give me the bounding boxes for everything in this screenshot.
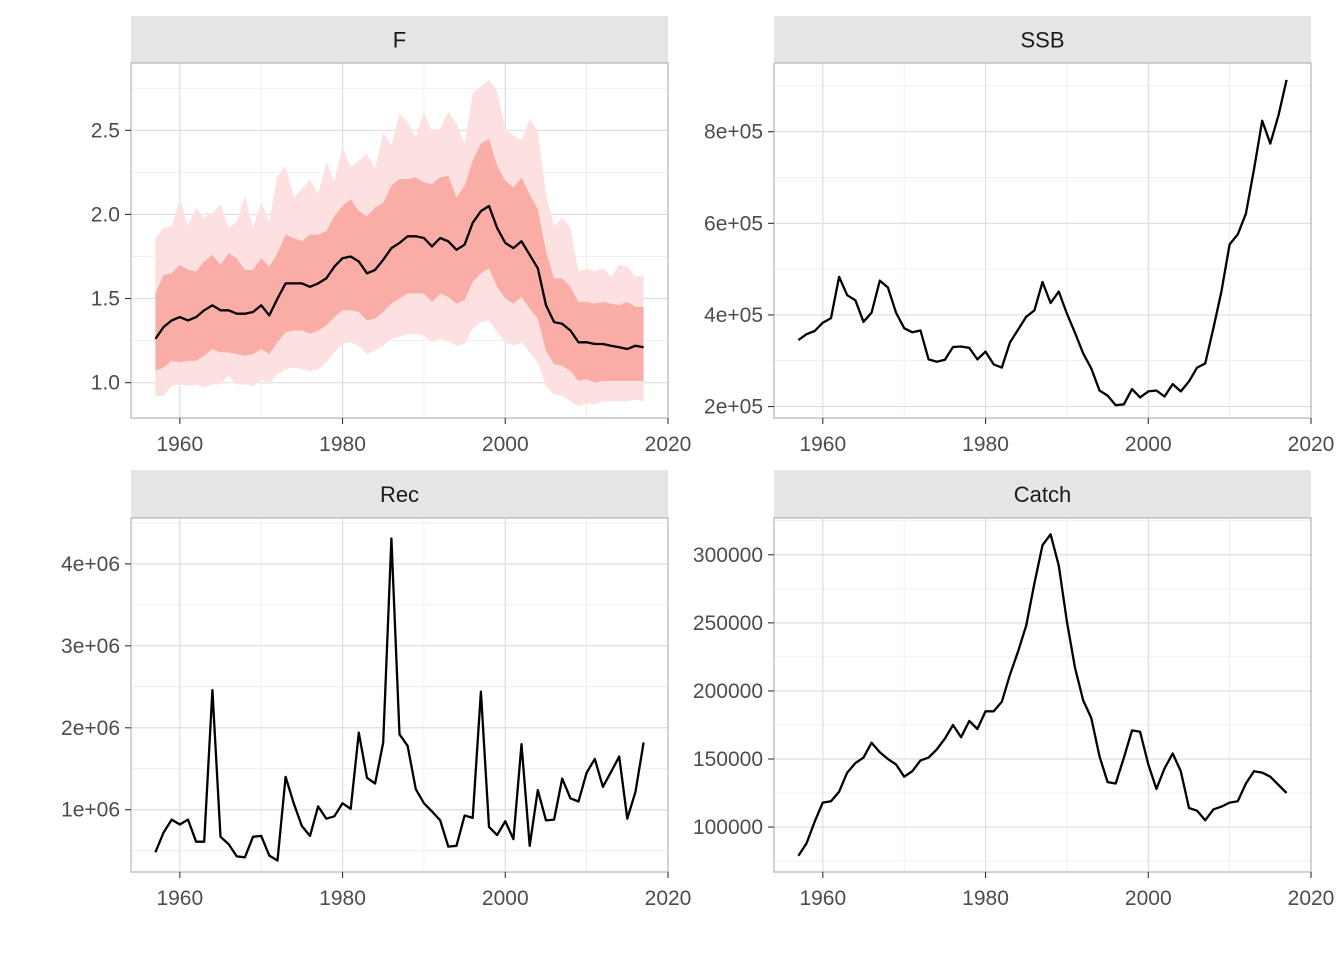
strip-catch bbox=[774, 470, 1311, 518]
strip-label-ssb: SSB bbox=[1020, 28, 1064, 53]
x-tick-label-catch: 2000 bbox=[1125, 887, 1172, 910]
y-tick-label-ssb: 6e+05 bbox=[704, 212, 763, 235]
y-tick-label-catch: 250000 bbox=[693, 612, 763, 635]
x-tick-label-catch: 1980 bbox=[962, 887, 1009, 910]
x-tick-label-f: 2000 bbox=[482, 433, 529, 456]
x-tick-label-ssb: 2020 bbox=[1288, 433, 1335, 456]
strip-f bbox=[131, 16, 668, 63]
y-tick-label-f: 2.0 bbox=[91, 203, 120, 226]
y-tick-label-f: 2.5 bbox=[91, 119, 120, 142]
x-tick-label-catch: 1960 bbox=[799, 887, 846, 910]
strip-rec bbox=[131, 470, 668, 518]
x-tick-label-ssb: 1980 bbox=[962, 433, 1009, 456]
series-line-ssb bbox=[797, 79, 1288, 407]
strip-label-rec: Rec bbox=[380, 482, 419, 507]
panel-ssb: SSB 1960 1980 2000 2020 2e+05 4e+05 6e+05 8e+05 bbox=[704, 16, 1334, 456]
x-tick-label-ssb: 2000 bbox=[1125, 433, 1172, 456]
panel-border-rec bbox=[130, 517, 669, 873]
y-tick-label-ssb: 2e+05 bbox=[704, 396, 763, 419]
strip-label-f: F bbox=[393, 28, 406, 53]
y-tick-label-rec: 3e+06 bbox=[61, 635, 120, 658]
series-line-catch bbox=[797, 533, 1288, 857]
x-tick-label-ssb: 1960 bbox=[799, 433, 846, 456]
y-tick-label-f: 1.5 bbox=[91, 288, 120, 311]
strip-label-catch: Catch bbox=[1014, 482, 1071, 507]
y-tick-label-catch: 300000 bbox=[693, 544, 763, 567]
panel-rec: Rec 1960 1980 2000 2020 1e+06 2e+06 3e+06 4e+06 bbox=[61, 470, 691, 910]
series-line-rec bbox=[154, 537, 645, 862]
strip-ssb bbox=[774, 16, 1311, 63]
y-tick-label-rec: 4e+06 bbox=[61, 553, 120, 576]
y-tick-label-rec: 2e+06 bbox=[61, 717, 120, 740]
y-tick-label-catch: 200000 bbox=[693, 680, 763, 703]
x-tick-label-f: 1960 bbox=[156, 433, 203, 456]
y-tick-label-rec: 1e+06 bbox=[61, 799, 120, 822]
panel-f: F 1960 1980 2000 2020 1.0 1.5 2.0 2.5 bbox=[91, 16, 692, 456]
grid-ssb bbox=[774, 63, 1311, 418]
x-tick-label-rec: 2020 bbox=[645, 887, 692, 910]
panel-border-catch bbox=[773, 517, 1312, 873]
x-tick-label-f: 1980 bbox=[319, 433, 366, 456]
band-inner-f bbox=[155, 138, 644, 383]
y-tick-label-catch: 100000 bbox=[693, 816, 763, 839]
panel-border-f bbox=[130, 62, 669, 419]
series-line-f bbox=[154, 204, 644, 351]
panel-catch: Catch 1960 1980 2000 2020 100000 150000 200000 2… bbox=[693, 470, 1334, 910]
x-tick-label-f: 2020 bbox=[645, 433, 692, 456]
x-tick-label-rec: 2000 bbox=[482, 887, 529, 910]
grid-catch bbox=[774, 518, 1311, 872]
x-tick-label-rec: 1980 bbox=[319, 887, 366, 910]
x-tick-label-rec: 1960 bbox=[156, 887, 203, 910]
x-tick-label-catch: 2020 bbox=[1288, 887, 1335, 910]
y-tick-label-catch: 150000 bbox=[693, 748, 763, 771]
panel-border-ssb bbox=[773, 62, 1312, 419]
y-tick-label-ssb: 4e+05 bbox=[704, 304, 763, 327]
y-tick-label-ssb: 8e+05 bbox=[704, 121, 763, 144]
y-tick-label-f: 1.0 bbox=[91, 372, 120, 395]
